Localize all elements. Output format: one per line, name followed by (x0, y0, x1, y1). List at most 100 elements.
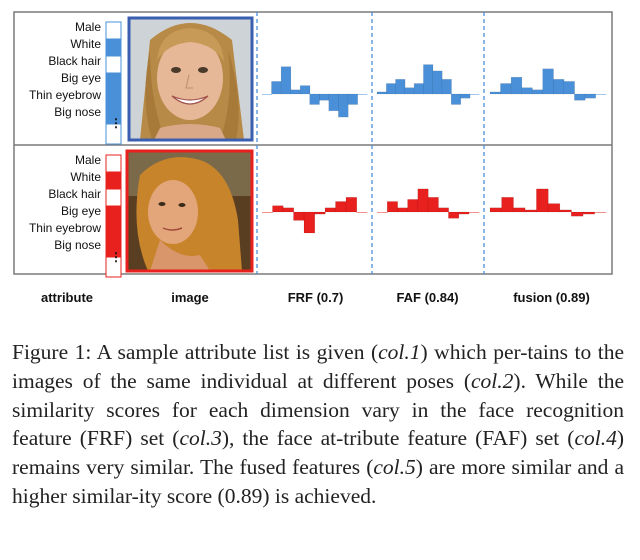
attribute-cell (105, 38, 122, 57)
frf-bar-bottom (282, 207, 295, 213)
attribute-cell (105, 205, 122, 224)
attribute-label: Male (74, 153, 101, 167)
attribute-cell (105, 154, 122, 173)
frf-bar-top (357, 94, 368, 95)
faf-bar-bottom (448, 211, 460, 219)
attribute-label: Black hair (48, 187, 101, 201)
fusion-bar-top (553, 79, 565, 95)
face-photo-top (127, 16, 254, 142)
header-faf: FAF (0.84) (396, 290, 459, 305)
caption-col-ref-1: col.1 (378, 340, 421, 364)
frf-bar-bottom (345, 197, 358, 213)
attribute-label: Thin eyebrow (28, 88, 101, 102)
fusion-bar-bottom (512, 207, 526, 213)
caption-text-3: ). While the similarity scores for each … (12, 368, 624, 451)
frf-bar-bottom (335, 201, 347, 213)
caption-col-ref-5: col.5 (373, 455, 416, 480)
frf-bar-bottom (356, 212, 368, 213)
caption-text-1: Figure 1: A sample attribute list is giv… (12, 340, 379, 364)
figure: Male White Black hair Big eye Thin eyebrow Bi… (13, 11, 613, 305)
frf-bar-top (280, 66, 292, 95)
attribute-cell (105, 171, 122, 190)
frf-bar-bottom (324, 207, 337, 213)
attribute-cell (105, 72, 122, 91)
attribute-label: Big eye (60, 71, 101, 85)
header-fusion: fusion (0.89) (513, 290, 590, 305)
caption-col-ref-3: col.3 (179, 426, 222, 451)
more-attributes-dots-bottom: ⋮ (110, 250, 122, 264)
fusion-bar-bottom (536, 188, 549, 213)
frf-bar-top (338, 93, 349, 118)
fusion-bar-bottom (547, 203, 561, 213)
caption-col-ref-2: col.2 (471, 368, 514, 393)
fusion-bar-top (574, 93, 586, 101)
faf-bar-top (460, 93, 471, 99)
caption-text-4: ), the face at-tribute feature (FAF) set… (221, 426, 575, 451)
attribute-label: Male (74, 20, 101, 34)
faf-bar-bottom (468, 212, 480, 213)
faf-bar-top (432, 70, 443, 95)
fusion-bar-bottom (489, 207, 503, 213)
faf-bar-top (423, 64, 434, 95)
frf-bar-top (271, 81, 282, 95)
faf-bar-bottom (437, 207, 449, 213)
attribute-strip-bottom (105, 154, 122, 278)
attribute-cell (105, 256, 122, 278)
fusion-bar-top (510, 76, 523, 95)
faf-bar-top (376, 91, 387, 95)
caption-text-6: ) are more similar and a higher similar-… (12, 455, 624, 508)
header-frf: FRF (0.7) (287, 290, 344, 305)
fusion-bar-bottom (559, 209, 572, 213)
faf-bar-bottom (377, 212, 388, 213)
faf-bar-bottom (386, 201, 398, 213)
faf-bar-bottom (397, 207, 409, 213)
caption-col-ref-4: col.4 (574, 426, 617, 451)
faf-bar-top (413, 83, 424, 95)
faf-bar-bottom (427, 197, 439, 213)
frf-bar-top (262, 94, 272, 95)
frf-bar-bottom (272, 205, 284, 213)
fusion-bar-top (489, 91, 502, 95)
fusion-bar-bottom (594, 212, 607, 213)
header-attribute: attribute (41, 290, 93, 305)
fusion-bar-top (595, 94, 607, 95)
fusion-bar-bottom (501, 197, 514, 213)
attribute-label: Big nose (54, 238, 101, 252)
attribute-label: Big nose (54, 105, 101, 119)
fusion-bar-top (500, 83, 512, 95)
frf-bar-top (328, 93, 339, 112)
fusion-bar-top (531, 89, 544, 95)
attribute-strip-top (105, 21, 122, 145)
frf-bar-bottom (293, 211, 305, 221)
fusion-bar-top (584, 93, 596, 99)
frf-bar-top (347, 93, 358, 105)
fusion-bar-bottom (524, 209, 537, 213)
frf-bar-bottom (303, 211, 316, 234)
attribute-cell (105, 123, 122, 145)
attribute-label: Thin eyebrow (28, 221, 101, 235)
figure-canvas (13, 11, 613, 278)
faf-bar-bottom (458, 211, 470, 215)
faf-bar-top (395, 79, 406, 95)
faf-bar-bottom (407, 199, 419, 213)
bar-plots (262, 64, 607, 234)
more-attributes-dots-top: ⋮ (110, 116, 122, 130)
faf-bar-top (404, 87, 415, 95)
frf-bar-bottom (314, 211, 326, 215)
caption-text-2: ) which per-tains to the images of the s… (12, 340, 624, 393)
figure-caption: Figure 1: A sample attribute list is giv… (12, 338, 624, 511)
frf-bar-top (309, 93, 320, 105)
attribute-label: Black hair (48, 54, 101, 68)
attribute-cell (105, 55, 122, 74)
fusion-bar-bottom (570, 211, 584, 217)
header-image: image (171, 290, 209, 305)
faf-bar-top (386, 83, 397, 95)
fusion-bar-bottom (582, 211, 595, 215)
attribute-cell (105, 21, 122, 40)
attribute-cell (105, 222, 122, 241)
faf-bar-bottom (417, 188, 429, 213)
attribute-label: White (70, 37, 101, 51)
faf-bar-top (441, 79, 452, 95)
fusion-bar-top (521, 87, 533, 95)
caption-text-5: ) remains very similar. The fused featur… (12, 426, 625, 480)
